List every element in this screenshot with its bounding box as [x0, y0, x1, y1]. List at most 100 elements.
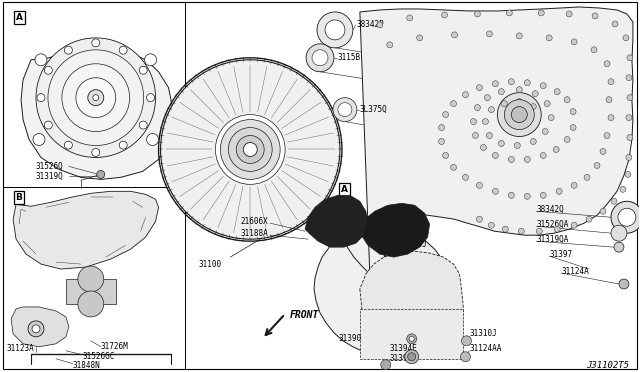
Circle shape	[228, 128, 272, 171]
Circle shape	[486, 132, 492, 138]
Circle shape	[387, 42, 393, 48]
Circle shape	[65, 46, 72, 54]
Text: 31526Q: 31526Q	[36, 162, 64, 171]
Text: J31102T5: J31102T5	[586, 361, 629, 370]
Text: A: A	[341, 185, 348, 194]
Circle shape	[501, 101, 508, 107]
Circle shape	[483, 119, 488, 125]
Circle shape	[570, 125, 576, 131]
Circle shape	[78, 291, 104, 317]
Circle shape	[604, 61, 610, 67]
Circle shape	[48, 50, 143, 145]
Circle shape	[140, 121, 147, 129]
Circle shape	[627, 55, 633, 61]
Text: 3L375Q: 3L375Q	[360, 105, 388, 114]
Polygon shape	[13, 191, 159, 269]
Circle shape	[524, 157, 531, 163]
Circle shape	[625, 171, 631, 177]
Circle shape	[377, 22, 383, 28]
Circle shape	[474, 105, 481, 110]
Circle shape	[484, 94, 490, 101]
Text: 31124A: 31124A	[561, 267, 589, 276]
Text: A: A	[15, 13, 22, 22]
Circle shape	[614, 242, 624, 252]
Circle shape	[524, 193, 531, 199]
Circle shape	[516, 99, 522, 105]
Circle shape	[470, 119, 476, 125]
Circle shape	[532, 91, 538, 97]
Circle shape	[553, 147, 559, 153]
Circle shape	[570, 109, 576, 115]
Circle shape	[306, 44, 334, 72]
Circle shape	[627, 135, 633, 141]
Circle shape	[333, 98, 357, 122]
Circle shape	[571, 222, 577, 228]
Circle shape	[623, 35, 629, 41]
Circle shape	[516, 33, 522, 39]
Circle shape	[620, 186, 626, 192]
Circle shape	[33, 134, 45, 145]
Circle shape	[506, 10, 513, 16]
Text: B: B	[15, 193, 22, 202]
Circle shape	[312, 50, 328, 66]
Circle shape	[438, 125, 445, 131]
Circle shape	[492, 153, 499, 158]
Circle shape	[626, 115, 632, 121]
Circle shape	[404, 350, 419, 364]
Circle shape	[626, 75, 632, 81]
Polygon shape	[360, 251, 463, 359]
Circle shape	[627, 94, 633, 101]
Circle shape	[76, 78, 116, 118]
Circle shape	[611, 225, 627, 241]
Circle shape	[584, 174, 590, 180]
Circle shape	[611, 201, 640, 233]
Polygon shape	[314, 7, 633, 354]
Text: 31390J: 31390J	[400, 240, 428, 248]
Polygon shape	[11, 307, 69, 347]
Text: 31123A: 31123A	[6, 344, 34, 353]
Circle shape	[36, 38, 156, 157]
Circle shape	[147, 134, 159, 145]
Circle shape	[554, 226, 560, 232]
Circle shape	[140, 66, 147, 74]
Text: FRONT: FRONT	[290, 310, 319, 320]
Text: 31390: 31390	[339, 334, 362, 343]
Text: 31319QA: 31319QA	[536, 235, 568, 244]
Circle shape	[566, 11, 572, 17]
Text: 21606X: 21606X	[241, 217, 268, 226]
Circle shape	[451, 101, 456, 107]
Bar	[66, 279, 116, 304]
Circle shape	[44, 121, 52, 129]
Circle shape	[236, 135, 264, 163]
Text: 38342Q: 38342Q	[536, 205, 564, 214]
Circle shape	[504, 100, 534, 129]
Polygon shape	[305, 195, 368, 247]
Circle shape	[531, 104, 536, 110]
Circle shape	[626, 154, 632, 160]
Circle shape	[499, 89, 504, 94]
Circle shape	[515, 142, 520, 148]
Circle shape	[119, 46, 127, 54]
Circle shape	[62, 64, 130, 132]
Circle shape	[97, 170, 105, 179]
Circle shape	[216, 115, 285, 185]
Circle shape	[486, 31, 492, 37]
Circle shape	[488, 222, 494, 228]
Circle shape	[452, 32, 458, 38]
Circle shape	[516, 87, 522, 93]
Circle shape	[338, 103, 352, 116]
Circle shape	[461, 336, 472, 346]
Circle shape	[571, 182, 577, 188]
Circle shape	[536, 228, 542, 234]
Circle shape	[476, 216, 483, 222]
Text: 31726M: 31726M	[100, 342, 129, 351]
Circle shape	[608, 79, 614, 85]
Circle shape	[32, 325, 40, 333]
Circle shape	[451, 164, 456, 170]
Circle shape	[461, 352, 470, 362]
Text: 31124AA: 31124AA	[470, 344, 502, 353]
Circle shape	[474, 11, 481, 17]
Circle shape	[619, 279, 629, 289]
Circle shape	[600, 208, 606, 214]
Circle shape	[443, 153, 449, 158]
